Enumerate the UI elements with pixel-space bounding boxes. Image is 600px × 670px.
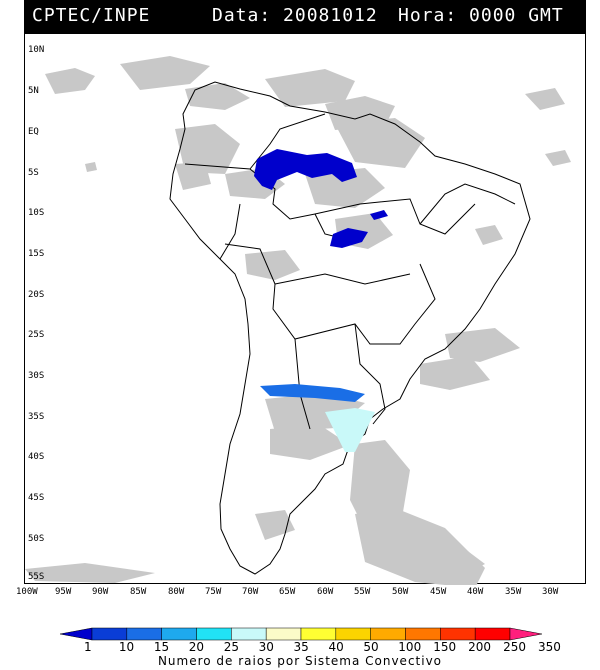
lat-label: 5S	[28, 168, 39, 178]
map-canvas	[25, 56, 571, 585]
colorbar-level-label: 350	[538, 640, 561, 654]
colorbar-level-label: 50	[363, 640, 379, 654]
colorbar-segment	[91, 627, 128, 641]
lat-label: 55S	[28, 572, 45, 582]
colorbar-level-label: 40	[328, 640, 344, 654]
lon-label: 100W	[16, 587, 38, 597]
lon-label: 35W	[505, 587, 522, 597]
colorbar-segment	[196, 627, 232, 641]
lon-label: 55W	[354, 587, 371, 597]
colorbar-segment	[474, 627, 511, 641]
colorbar-level-label: 35	[293, 640, 309, 654]
colorbar-segment	[126, 627, 162, 641]
lon-label: 60W	[317, 587, 334, 597]
colorbar-segment	[231, 627, 267, 641]
cloud-cover	[25, 56, 571, 585]
lat-label: 10N	[28, 45, 45, 55]
lon-label: 65W	[279, 587, 296, 597]
colorbar-level-label: 25	[223, 640, 239, 654]
lat-label: 40S	[28, 452, 45, 462]
date-label: Data: 20081012	[212, 5, 378, 26]
lat-label: 10S	[28, 208, 45, 218]
colorbar-segment	[161, 627, 197, 641]
colorbar-segment	[405, 627, 441, 641]
colorbar-level-label: 10	[118, 640, 135, 654]
colorbar-segment	[335, 627, 371, 641]
colorbar-level-label: 20	[188, 640, 205, 654]
lat-label: 5N	[28, 86, 39, 96]
lat-label: 15S	[28, 249, 45, 259]
lat-label: 20S	[28, 290, 45, 300]
lon-label: 45W	[430, 587, 447, 597]
lon-label: 80W	[168, 587, 185, 597]
colorbar-segment	[370, 627, 406, 641]
colorbar-segment	[440, 627, 476, 641]
source-label: CPTEC/INPE	[32, 5, 151, 26]
lat-label: 25S	[28, 330, 45, 340]
colorbar-level-label: 30	[258, 640, 274, 654]
lon-label: 30W	[542, 587, 559, 597]
map-header: CPTEC/INPE Data: 20081012 Hora: 0000 GMT	[24, 0, 586, 33]
time-label: Hora: 0000 GMT	[398, 5, 564, 26]
colorbar-level-label: 100	[398, 640, 422, 654]
legend-title: Numero de raios por Sistema Convectivo	[157, 654, 443, 668]
lat-label: 35S	[28, 412, 45, 422]
lon-label: 50W	[392, 587, 409, 597]
colorbar-arrow-right	[509, 627, 543, 641]
colorbar-segment	[265, 627, 302, 641]
lon-label: 70W	[242, 587, 259, 597]
lat-label: EQ	[28, 127, 39, 137]
colorbar-level-label: 200	[468, 640, 492, 654]
colorbar-level-label: 15	[153, 640, 170, 654]
lon-label: 90W	[92, 587, 109, 597]
colorbar-segment	[300, 627, 337, 641]
lon-label: 75W	[205, 587, 222, 597]
lat-label: 45S	[28, 493, 45, 503]
colorbar-level-label: 150	[433, 640, 457, 654]
colorbar-level-label: 1	[84, 640, 92, 654]
lat-label: 50S	[28, 534, 45, 544]
map-frame: 10N 5N EQ 5S 10S 15S 20S 25S 30S 35S 40S…	[24, 33, 586, 585]
lon-label: 95W	[55, 587, 72, 597]
lon-label: 40W	[467, 587, 484, 597]
lat-label: 30S	[28, 371, 45, 381]
colorbar-level-label: 250	[503, 640, 526, 654]
lon-label: 85W	[130, 587, 147, 597]
colorbar-arrow-left	[59, 627, 93, 641]
convective-systems	[254, 149, 388, 452]
